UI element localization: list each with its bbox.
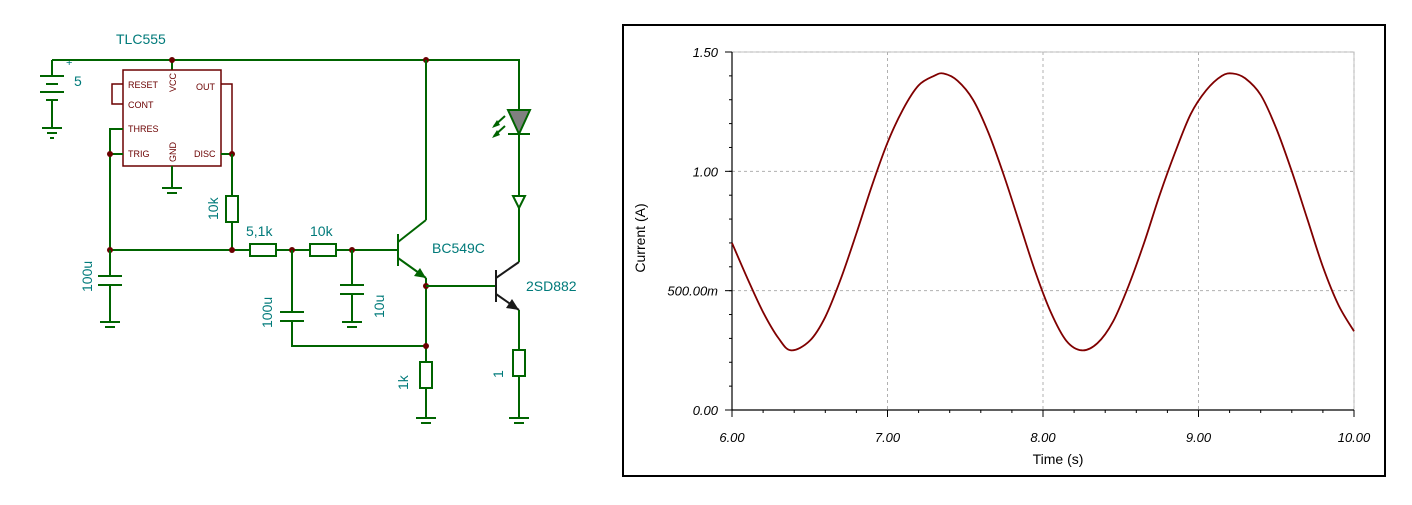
q1-label: BC549C [432,240,485,256]
x-tick-label: 7.00 [875,430,901,445]
x-tick-label: 8.00 [1030,430,1056,445]
plot-grid [731,51,1355,411]
pin-gnd: GND [168,142,178,163]
y-tick-label: 1.50 [693,45,719,60]
y-tick-label: 1.00 [693,164,719,179]
pin-cont: CONT [128,100,154,110]
x-axis-title: Time (s) [1033,451,1084,467]
pin-vcc: VCC [168,72,178,92]
pin-reset: RESET [128,80,159,90]
x-tick-label: 6.00 [719,430,745,445]
plot-frame: 6.00 7.00 8.00 9.00 10.00 0.00 500.00m 1.00 1.5… [622,24,1386,477]
resistor-emitter [419,361,433,389]
transistor-q2 [495,261,520,311]
plot-axes [725,51,1355,417]
c2-label: 10u [371,295,387,318]
series-line [731,72,1355,352]
resistor-r1 [249,243,277,257]
pin-disc: DISC [194,149,216,159]
r1-label: 5,1k [246,223,273,239]
circuit-schematic: + 5 TLC555 RESET CONT THRES TRIG OUT DIS… [40,31,577,424]
timer-chip [122,69,222,167]
resistor-r2 [309,243,337,257]
y-tick-label: 0.00 [693,403,719,418]
q2-label: 2SD882 [526,278,577,294]
pin-out: OUT [196,82,216,92]
resistor-load [512,349,526,377]
led-symbol [492,109,532,196]
r-disc-label: 10k [205,196,221,220]
current-probe [511,195,527,211]
current-plot: 6.00 7.00 8.00 9.00 10.00 0.00 500.00m 1.00 1.5… [632,45,1371,467]
resistor-disc [225,195,239,223]
chip-label: TLC555 [116,31,166,47]
x-tick-label: 9.00 [1186,430,1212,445]
c1-label: 100u [259,297,275,328]
y-tick-label: 500.00m [667,284,718,299]
x-tick-label: 10.00 [1338,430,1371,445]
c-trig-label: 100u [79,261,95,292]
x-tick-labels: 6.00 7.00 8.00 9.00 10.00 [719,430,1371,445]
battery-label: 5 [74,73,82,89]
plot-area [731,51,1355,411]
supply-rail [52,59,520,110]
battery-symbol [40,60,64,139]
r-emitter-label: 1k [395,374,411,390]
pin-trig: TRIG [128,149,150,159]
y-tick-labels: 0.00 500.00m 1.00 1.50 [667,45,718,418]
y-axis-title: Current (A) [632,203,648,272]
r2-label: 10k [310,223,334,239]
battery-plus-label: + [66,57,72,69]
transistor-q1 [397,60,427,362]
r-load-label: 1 [490,370,506,378]
pin-thres: THRES [128,124,159,134]
